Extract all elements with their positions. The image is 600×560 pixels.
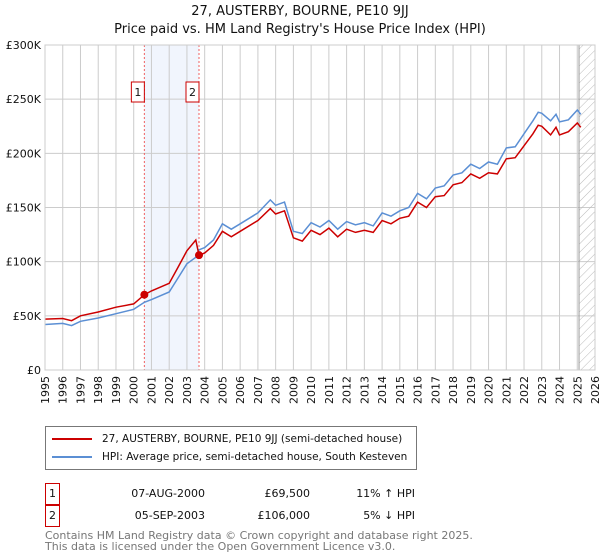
sale-row: 2 05-SEP-2003 £106,000 5% ↓ HPI (45, 505, 445, 527)
x-tick-label: 2014 (376, 376, 389, 404)
x-tick-label: 2018 (447, 376, 460, 404)
sale-row: 1 07-AUG-2000 £69,500 11% ↑ HPI (45, 483, 445, 505)
x-tick-label: 2026 (589, 376, 600, 404)
forecast-hatch (579, 45, 595, 370)
x-tick-label: 2016 (412, 376, 425, 404)
sale-label-box (185, 81, 200, 103)
sale-price: £69,500 (264, 487, 311, 500)
y-tick-label: £200K (6, 147, 42, 160)
chart-title: 27, AUSTERBY, BOURNE, PE10 9JJ (191, 4, 409, 19)
sale-label-box (130, 81, 145, 103)
x-tick-label: 2023 (536, 376, 549, 404)
x-tick-label: 2024 (554, 376, 567, 404)
legend-label-hpi: HPI: Average price, semi-detached house,… (102, 451, 408, 463)
x-tick-label: 2022 (518, 376, 531, 404)
footer: Contains HM Land Registry data © Crown c… (45, 530, 473, 552)
property-price-line (44, 121, 582, 322)
x-tick-label: 2009 (287, 376, 300, 404)
sale-date: 05-SEP-2003 (134, 509, 205, 522)
x-tick-label: 2008 (270, 376, 283, 404)
sale-marker: 1 (45, 483, 60, 505)
x-tick-label: 2003 (181, 376, 194, 404)
x-tick-label: 2015 (394, 376, 407, 404)
x-tick-label: 2025 (571, 376, 584, 404)
x-tick-label: 1996 (57, 376, 70, 404)
sale-label: 2 (189, 86, 196, 99)
x-tick-label: 2019 (465, 376, 478, 404)
sale-marker: 2 (45, 505, 60, 527)
legend-swatch-hpi (52, 456, 92, 458)
x-tick-label: 2011 (323, 376, 336, 404)
plot-border (44, 44, 596, 371)
legend: 27, AUSTERBY, BOURNE, PE10 9JJ (semi-det… (45, 426, 417, 470)
x-tick-label: 2001 (145, 376, 158, 404)
x-tick-label: 2020 (483, 376, 496, 404)
y-tick-label: £50K (13, 310, 42, 323)
sale-hpi-diff: 5% ↓ HPI (363, 509, 415, 522)
legend-swatch-property (52, 438, 92, 440)
x-tick-label: 2004 (199, 376, 212, 404)
x-tick-label: 1999 (110, 376, 123, 404)
x-tick-label: 2007 (252, 376, 265, 404)
x-tick-label: 2010 (305, 376, 318, 404)
sale-point (195, 251, 203, 260)
x-tick-label: 2005 (216, 376, 229, 404)
x-tick-label: 1998 (92, 376, 105, 404)
y-tick-label: £150K (6, 202, 42, 215)
x-tick-label: 2006 (234, 376, 247, 404)
sale-date: 07-AUG-2000 (131, 487, 205, 500)
x-tick-label: 1997 (74, 376, 87, 404)
sale-price: £106,000 (257, 509, 311, 522)
sale-hpi-diff: 11% ↑ HPI (356, 487, 415, 500)
footer-copyright: Contains HM Land Registry data © Crown c… (45, 529, 473, 542)
hpi-line (44, 108, 582, 327)
x-tick-label: 1995 (39, 376, 52, 404)
y-tick-label: £100K (6, 256, 42, 269)
sale-label: 1 (134, 86, 141, 99)
legend-label-property: 27, AUSTERBY, BOURNE, PE10 9JJ (semi-det… (102, 433, 403, 445)
footer-licence: This data is licensed under the Open Gov… (45, 540, 396, 553)
x-tick-label: 2021 (500, 376, 513, 404)
y-tick-label: £250K (6, 93, 42, 106)
price-chart: 1995 1996 1997 1998 1999 2000 2001 2002 2003 2004… (6, 39, 600, 404)
x-tick-label: 2017 (429, 376, 442, 404)
chart-subtitle: Price paid vs. HM Land Registry's House … (114, 22, 486, 37)
sale-point (140, 290, 149, 299)
x-tick-label: 2000 (128, 376, 141, 404)
y-tick-label: £0 (27, 364, 41, 377)
x-tick-label: 2013 (358, 376, 371, 404)
x-tick-label: 2012 (341, 376, 354, 404)
y-tick-label: £300K (6, 39, 42, 52)
x-tick-label: 2002 (163, 376, 176, 404)
